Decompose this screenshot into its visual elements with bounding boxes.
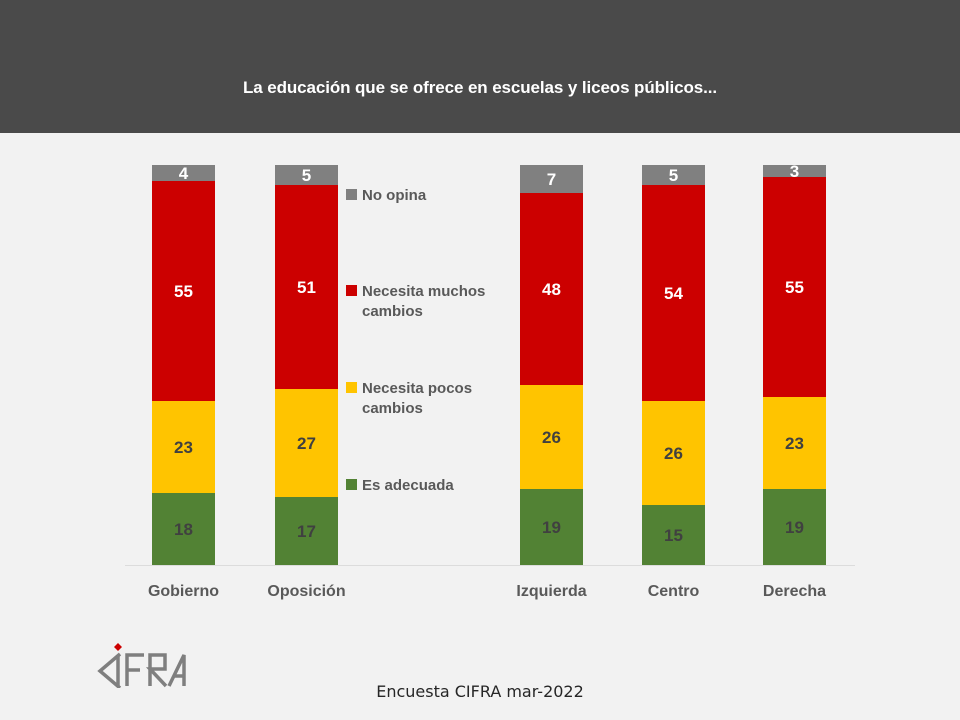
bar-value-label: 3	[789, 161, 800, 181]
legend-swatch-icon	[346, 189, 357, 200]
legend-label: No opina	[362, 187, 427, 204]
bar-group-gobierno[interactable]: 4 55 23 18	[152, 165, 215, 565]
bar-group-derecha[interactable]: 3 55 23 19	[763, 161, 826, 565]
category-label-oposición: Oposición	[267, 583, 346, 600]
axis-baseline	[125, 565, 855, 566]
bar-segment-pocos[interactable]: 27	[275, 389, 338, 497]
bar-value-label: 55	[174, 281, 193, 301]
bar-segment-muchos[interactable]: 51	[275, 185, 338, 389]
bar-value-label: 5	[668, 165, 679, 185]
bar-value-label: 17	[297, 521, 316, 541]
bar-segment-muchos[interactable]: 55	[763, 177, 826, 397]
bar-value-label: 26	[664, 443, 683, 463]
bar-segment-pocos[interactable]: 23	[763, 397, 826, 489]
bar-segment-adecuada[interactable]: 15	[642, 505, 705, 565]
bar-group-oposición[interactable]: 5 51 27 17	[275, 165, 338, 565]
bar-segment-adecuada[interactable]: 19	[520, 489, 583, 565]
legend-item-0[interactable]: No opina	[346, 186, 512, 206]
legend-swatch-icon	[346, 382, 357, 393]
bar-value-label: 5	[301, 165, 312, 185]
bar-segment-no_opina[interactable]: 4	[152, 163, 215, 183]
bar-value-label: 27	[297, 433, 316, 453]
legend-swatch-icon	[346, 285, 357, 296]
cifra-logo	[90, 640, 195, 690]
category-label-derecha: Derecha	[762, 583, 827, 600]
bar-value-label: 54	[664, 283, 683, 303]
bar-segment-pocos[interactable]: 26	[642, 401, 705, 505]
bar-segment-no_opina[interactable]: 3	[763, 161, 826, 181]
bar-value-label: 7	[546, 169, 557, 189]
bar-segment-pocos[interactable]: 23	[152, 401, 215, 493]
bar-group-izquierda[interactable]: 7 48 26 19	[520, 165, 583, 565]
bar-value-label: 55	[785, 277, 804, 297]
bar-value-label: 23	[785, 433, 804, 453]
logo-dot	[114, 643, 122, 651]
bar-value-label: 19	[785, 517, 804, 537]
legend-swatch-icon	[346, 479, 357, 490]
legend-label: Es adecuada	[362, 477, 454, 494]
bar-segment-no_opina[interactable]: 5	[642, 165, 705, 185]
bar-segment-muchos[interactable]: 48	[520, 193, 583, 385]
legend-item-1[interactable]: Necesita muchos cambios	[346, 282, 512, 323]
title-banner: La educación que se ofrece en escuelas y…	[0, 0, 960, 133]
bar-value-label: 15	[664, 525, 683, 545]
category-label-gobierno: Gobierno	[147, 583, 220, 600]
bar-value-label: 19	[542, 517, 561, 537]
bar-segment-adecuada[interactable]: 19	[763, 489, 826, 565]
bar-value-label: 4	[178, 163, 189, 183]
bar-value-label: 26	[542, 427, 561, 447]
source-caption: Encuesta CIFRA mar-2022	[376, 682, 584, 701]
legend-label: Necesita muchos cambios	[362, 283, 486, 321]
bar-group-centro[interactable]: 5 54 26 15	[642, 165, 705, 565]
bar-value-label: 23	[174, 437, 193, 457]
bar-segment-pocos[interactable]: 26	[520, 385, 583, 489]
legend-item-2[interactable]: Necesita pocos cambios	[346, 379, 512, 420]
bar-segment-adecuada[interactable]: 17	[275, 497, 338, 565]
bar-segment-no_opina[interactable]: 7	[520, 165, 583, 193]
bar-segment-no_opina[interactable]: 5	[275, 165, 338, 185]
bar-segment-adecuada[interactable]: 18	[152, 493, 215, 565]
bar-segment-muchos[interactable]: 55	[152, 181, 215, 401]
chart-plot-area: 4 55 23 18 5 51 27 17 7 48 26 19 5 54 26 15 3 55 23 19 Gobi…	[0, 133, 960, 720]
category-label-centro: Centro	[647, 583, 700, 600]
category-label-izquierda: Izquierda	[516, 583, 587, 600]
legend-item-3[interactable]: Es adecuada	[346, 476, 512, 496]
bar-value-label: 18	[174, 519, 193, 539]
chart-title: La educación que se ofrece en escuelas y…	[242, 78, 718, 97]
bar-value-label: 51	[297, 277, 316, 297]
bar-value-label: 48	[542, 279, 561, 299]
legend-label: Necesita pocos cambios	[362, 380, 473, 418]
bar-segment-muchos[interactable]: 54	[642, 185, 705, 401]
